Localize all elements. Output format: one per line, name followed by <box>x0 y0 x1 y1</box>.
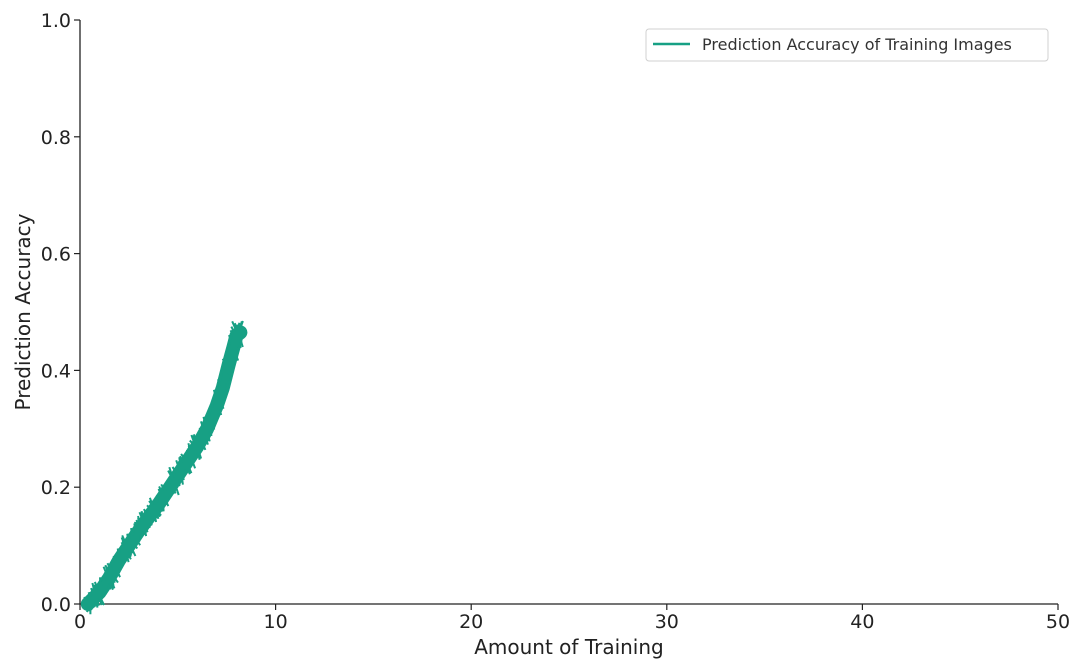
series-line <box>80 325 248 611</box>
x-tick-label: 30 <box>655 611 679 633</box>
y-tick-label: 0.6 <box>41 244 71 266</box>
y-tick-label: 1.0 <box>41 10 71 32</box>
y-ticks: 0.0 0.2 0.4 0.6 0.8 1.0 <box>41 10 80 616</box>
x-ticks: 0 10 20 30 40 50 <box>74 604 1070 633</box>
x-tick-label: 0 <box>74 611 86 633</box>
y-tick-label: 0.8 <box>41 127 71 149</box>
legend-box <box>645 28 1049 62</box>
legend: Prediction Accuracy of Training Images <box>645 28 1049 62</box>
y-tick-label: 0.2 <box>41 477 71 499</box>
y-axis-title: Prediction Accuracy <box>11 213 35 410</box>
y-tick-label: 0.4 <box>41 360 71 382</box>
x-tick-label: 40 <box>850 611 874 633</box>
y-tick-label: 0.0 <box>41 594 71 616</box>
series-layer <box>80 320 248 615</box>
x-tick-label: 10 <box>264 611 288 633</box>
x-axis-title: Amount of Training <box>474 635 664 659</box>
x-tick-label: 20 <box>459 611 483 633</box>
series-band <box>83 320 244 615</box>
legend-label: Prediction Accuracy of Training Images <box>702 35 1012 54</box>
x-tick-label: 50 <box>1046 611 1070 633</box>
axes <box>79 20 1058 605</box>
